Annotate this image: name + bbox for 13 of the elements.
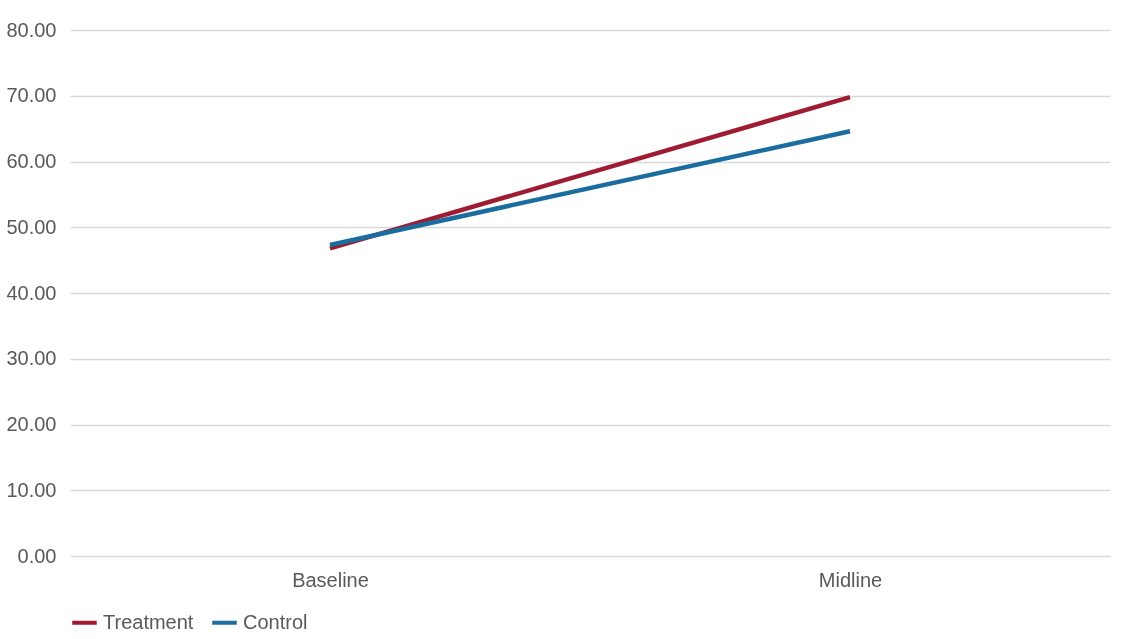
y-tick-label: 20.00 xyxy=(6,413,57,435)
y-tick-label: 50.00 xyxy=(6,215,57,238)
y-tick-label: 40.00 xyxy=(6,281,57,304)
legend-label: Treatment xyxy=(103,610,194,633)
y-tick-label: 30.00 xyxy=(6,347,57,370)
y-tick-label: 10.00 xyxy=(6,478,57,501)
y-tick-label: 60.00 xyxy=(6,150,57,172)
y-tick-label: 0.00 xyxy=(17,544,57,567)
legend-label: Control xyxy=(243,610,308,633)
x-tick-label: Midline xyxy=(818,568,883,591)
y-tick-label: 70.00 xyxy=(6,84,57,107)
x-tick-label: Baseline xyxy=(292,568,369,591)
y-tick-label: 80.00 xyxy=(6,18,57,41)
